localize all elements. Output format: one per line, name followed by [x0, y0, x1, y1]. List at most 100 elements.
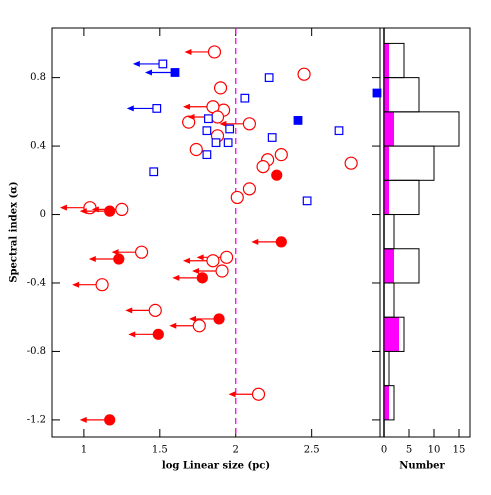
hist-bar [383, 111, 460, 147]
marker [223, 138, 233, 148]
x-tick-label: 0 [381, 445, 387, 456]
limit-arrow-head [72, 281, 80, 288]
hist-bar [384, 248, 394, 283]
y-tick-label: 0.8 [30, 72, 46, 83]
marker [242, 182, 257, 196]
y-tick-label: -0.4 [27, 277, 46, 288]
x-tick-label: 15 [453, 445, 466, 456]
hist-bar [383, 77, 420, 113]
marker [256, 160, 270, 174]
limit-arrow-head [126, 105, 134, 112]
hist-bar [383, 42, 405, 79]
y-tick-label: 0 [40, 209, 46, 220]
marker [170, 68, 180, 77]
marker [115, 202, 129, 216]
hist-bar [384, 317, 399, 352]
marker [104, 205, 116, 217]
limit-arrow-head [132, 60, 140, 67]
marker [213, 81, 228, 95]
marker [215, 264, 229, 278]
marker [274, 148, 288, 162]
marker [213, 313, 225, 325]
limit-arrow-head [59, 204, 67, 211]
limit-arrow-head [219, 120, 227, 127]
marker [293, 116, 303, 125]
hist-bar [383, 248, 420, 284]
limit-arrow-head [145, 69, 152, 76]
hist-bar [384, 77, 389, 112]
marker [251, 387, 266, 401]
x-axis-label: log Linear size (pc) [162, 461, 270, 472]
marker [220, 250, 234, 264]
limit-arrow-head [189, 315, 197, 322]
hist-bar [383, 214, 395, 250]
hist-bar [383, 179, 420, 216]
hist-frame [379, 27, 471, 438]
marker [275, 236, 287, 248]
limit-arrow-head [228, 391, 236, 398]
marker [196, 272, 208, 284]
limit-arrow-head [128, 331, 136, 338]
marker [302, 196, 312, 206]
y-tick-label: 0.4 [30, 141, 46, 152]
y-tick-label: -1.2 [27, 414, 46, 425]
limit-arrow-head [196, 254, 204, 261]
hist-bar [383, 282, 395, 318]
marker [204, 114, 213, 124]
limit-arrow-head [111, 249, 119, 256]
x-tick-label: 2.5 [304, 445, 320, 456]
marker [104, 414, 116, 426]
marker [158, 59, 168, 69]
limit-arrow-head [79, 416, 87, 423]
hist-bar [384, 111, 394, 147]
marker [267, 133, 277, 142]
marker [225, 124, 235, 134]
marker [207, 45, 222, 59]
x-tick-label: 2 [233, 445, 239, 456]
x-tick-label: 10 [428, 445, 441, 456]
marker [211, 138, 221, 148]
limit-arrow-head [169, 322, 177, 329]
marker [297, 67, 311, 81]
marker [202, 126, 212, 136]
x-tick-label: 5 [406, 445, 412, 456]
marker [344, 156, 358, 170]
hist-bar [384, 180, 389, 215]
marker [202, 150, 212, 160]
x-tick-label: 1 [81, 445, 87, 456]
marker [372, 88, 382, 98]
marker [113, 253, 125, 265]
marker [149, 167, 159, 177]
marker [152, 104, 162, 113]
marker [242, 117, 257, 131]
hist-x-label: Number [399, 461, 445, 472]
limit-arrow-head [184, 48, 192, 55]
y-axis-label: Spectral index (α) [9, 181, 20, 282]
y-tick-label: -0.8 [27, 346, 46, 357]
marker [334, 126, 344, 136]
limit-arrow-head [182, 257, 190, 264]
hist-bar [383, 145, 435, 181]
marker [192, 319, 206, 333]
limit-arrow-head [88, 256, 96, 263]
x-tick-label: 1.5 [152, 445, 168, 456]
limit-arrow-head [187, 113, 195, 120]
marker [210, 110, 225, 124]
marker [240, 93, 250, 103]
marker [134, 245, 149, 259]
limit-arrow-head [125, 307, 133, 314]
hist-bar [384, 43, 389, 78]
limit-arrow-head [251, 238, 259, 245]
hist-bar [384, 385, 389, 420]
marker [264, 73, 274, 83]
marker [95, 278, 109, 292]
hist-bar [384, 146, 389, 181]
limit-arrow-head [192, 268, 200, 275]
limit-arrow-head [79, 208, 87, 215]
marker [182, 115, 196, 129]
marker [148, 303, 162, 317]
marker [230, 190, 244, 205]
marker [271, 169, 283, 181]
marker [152, 328, 164, 340]
